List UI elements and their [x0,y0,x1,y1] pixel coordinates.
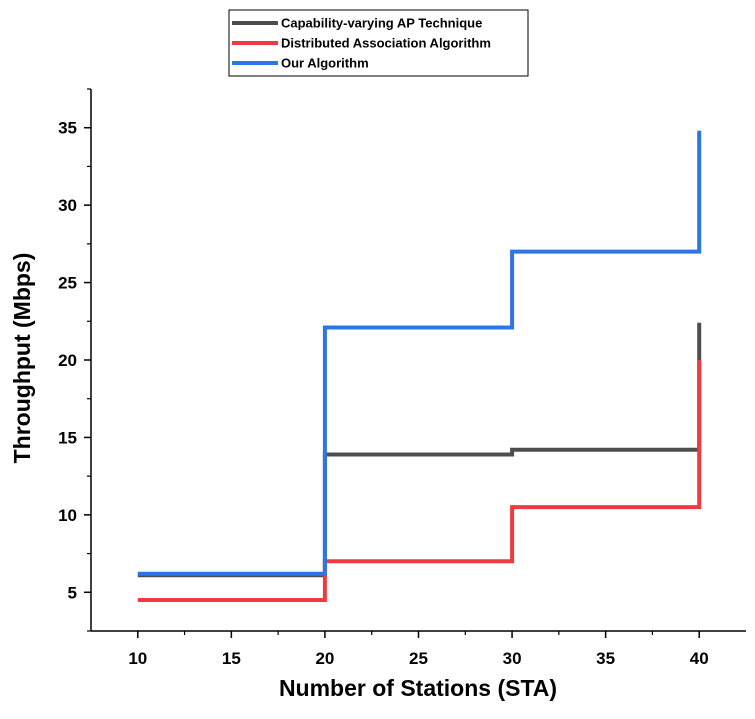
y-axis-title: Throughput (Mbps) [9,253,35,464]
x-tick-label: 40 [690,649,709,668]
y-axis: 5 10 15 20 25 30 35 [58,88,92,632]
y-tick-label: 20 [58,351,77,370]
x-tick-label: 25 [409,649,428,668]
series-line-1 [137,322,702,578]
x-tick-label: 15 [222,649,241,668]
series-line-2 [137,360,702,602]
series-layer [137,130,702,602]
x-tick-label: 30 [503,649,522,668]
x-axis: 10 15 20 25 30 35 40 [91,630,746,668]
legend-entry: Distributed Association Algorithm [281,36,491,51]
legend: Capability-varying AP Technique Distribut… [228,9,529,77]
y-tick-label: 35 [58,119,77,138]
x-axis-title: Number of Stations (STA) [279,675,557,701]
series-line-3 [137,130,702,576]
y-tick-label: 5 [68,583,77,602]
x-tick-label: 35 [596,649,615,668]
legend-entry: Our Algorithm [281,56,369,71]
legend-entry: Capability-varying AP Technique [281,16,482,31]
legend-box [228,9,529,77]
y-tick-label: 10 [58,506,77,525]
y-tick-label: 30 [58,196,77,215]
y-tick-label: 15 [58,428,77,447]
x-tick-label: 10 [128,649,147,668]
x-tick-label: 20 [315,649,334,668]
y-tick-label: 25 [58,274,77,293]
